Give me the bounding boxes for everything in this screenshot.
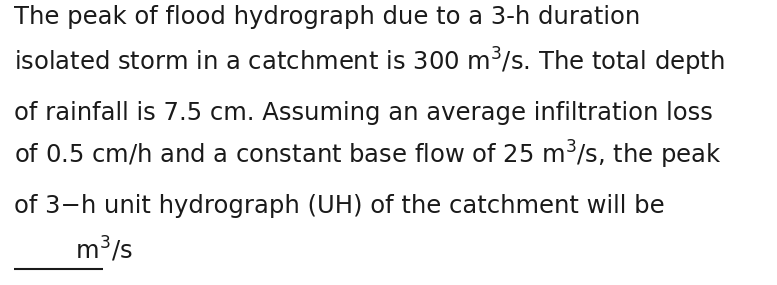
Text: of 0.5 cm/h and a constant base flow of 25 m$^{3}$/s, the peak: of 0.5 cm/h and a constant base flow of … <box>15 139 722 172</box>
Text: of 3−h unit hydrograph (UH) of the catchment will be: of 3−h unit hydrograph (UH) of the catch… <box>15 194 665 218</box>
Text: m$^{3}$/s: m$^{3}$/s <box>15 235 133 264</box>
Text: isolated storm in a catchment is 300 m$^{3}$/s. The total depth: isolated storm in a catchment is 300 m$^… <box>15 46 725 78</box>
Text: of rainfall is 7.5 cm. Assuming an average infiltration loss: of rainfall is 7.5 cm. Assuming an avera… <box>15 101 713 125</box>
Text: The peak of flood hydrograph due to a 3-h duration: The peak of flood hydrograph due to a 3-… <box>15 5 641 29</box>
